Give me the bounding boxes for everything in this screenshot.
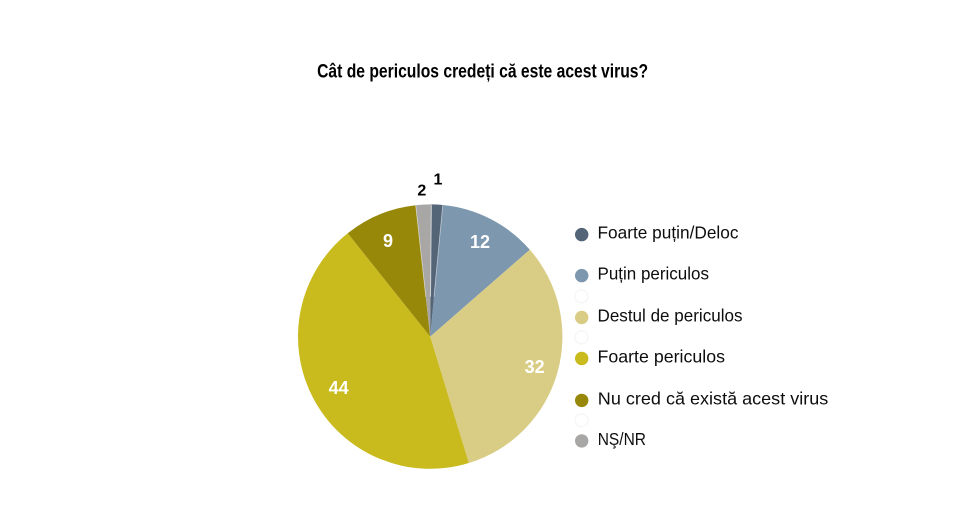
- svg-text:9: 9: [383, 231, 393, 251]
- svg-text:2: 2: [417, 182, 426, 199]
- svg-text:Destul de periculos: Destul de periculos: [598, 306, 743, 326]
- svg-text:44: 44: [329, 378, 349, 398]
- svg-text:Foarte periculos: Foarte periculos: [598, 347, 726, 367]
- svg-text:NŞ/NR: NŞ/NR: [598, 429, 646, 449]
- svg-text:Puțin periculos: Puțin periculos: [598, 264, 710, 284]
- svg-text:Foarte puțin/Deloc: Foarte puțin/Deloc: [598, 223, 739, 243]
- svg-text:Nu cred că există acest virus: Nu cred că există acest virus: [598, 389, 829, 409]
- svg-text:Cât de periculos credeți că es: Cât de periculos credeți că este acest v…: [317, 62, 648, 83]
- svg-text:1: 1: [434, 171, 443, 188]
- svg-text:32: 32: [525, 357, 545, 377]
- svg-text:12: 12: [470, 232, 490, 252]
